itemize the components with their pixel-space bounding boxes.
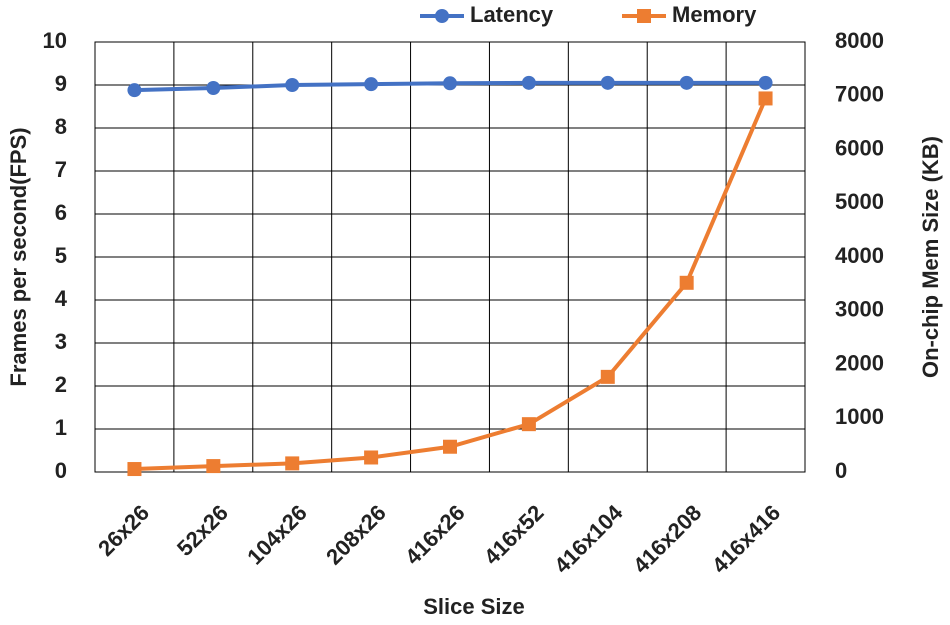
- y-tick-label: 8: [55, 114, 67, 139]
- y-tick-label: 9: [55, 71, 67, 96]
- data-point: [364, 450, 379, 465]
- y-tick-label: 0: [55, 458, 67, 483]
- x-tick-label: 208x26: [321, 500, 391, 570]
- y-axis-title: Frames per second(FPS): [6, 127, 31, 386]
- y-tick-label: 10: [43, 28, 67, 53]
- y2-tick-label: 4000: [835, 243, 884, 268]
- x-tick-label: 26x26: [93, 500, 154, 561]
- x-tick-label: 52x26: [172, 500, 233, 561]
- data-point: [364, 77, 379, 92]
- y2-tick-label: 2000: [835, 350, 884, 375]
- data-point: [127, 83, 142, 98]
- data-point: [600, 75, 615, 90]
- data-point: [206, 459, 221, 474]
- y-tick-label: 2: [55, 372, 67, 397]
- y2-tick-label: 8000: [835, 28, 884, 53]
- y-tick-label: 6: [55, 200, 67, 225]
- series-line: [134, 97, 768, 472]
- data-point: [127, 462, 142, 477]
- y-tick-label: 4: [55, 286, 68, 311]
- data-point: [443, 439, 457, 454]
- x-axis-title: Slice Size: [423, 594, 525, 619]
- data-point: [758, 91, 773, 106]
- legend-marker: [637, 9, 651, 23]
- data-point: [600, 369, 615, 384]
- data-point: [679, 275, 694, 290]
- data-point: [206, 81, 221, 96]
- y2-tick-label: 3000: [835, 297, 884, 322]
- y-tick-label: 7: [55, 157, 67, 182]
- data-point: [285, 78, 300, 92]
- y-tick-label: 5: [55, 243, 67, 268]
- y2-axis-title: On-chip Mem Size (KB): [918, 136, 943, 378]
- y2-tick-label: 6000: [835, 135, 884, 160]
- data-point: [285, 456, 300, 471]
- y2-tick-label: 1000: [835, 404, 884, 429]
- y2-tick-label: 7000: [835, 82, 884, 107]
- y2-tick-label: 0: [835, 458, 847, 483]
- x-tick-label: 416x208: [628, 500, 706, 578]
- data-point: [521, 75, 536, 90]
- x-tick-label: 416x26: [400, 500, 470, 570]
- legend-marker: [435, 9, 449, 23]
- data-point: [443, 76, 457, 91]
- x-tick-label: 416x416: [707, 500, 785, 578]
- legend-label: Latency: [470, 2, 554, 27]
- data-point: [758, 75, 773, 90]
- data-point: [679, 75, 694, 90]
- legend-label: Memory: [672, 2, 757, 27]
- x-tick-label: 416x52: [479, 500, 549, 570]
- y-tick-label: 1: [55, 415, 67, 440]
- x-tick-label: 104x26: [242, 500, 312, 570]
- x-tick-label: 416x104: [549, 499, 628, 578]
- y2-tick-label: 5000: [835, 189, 884, 214]
- data-point: [521, 417, 536, 432]
- y-tick-label: 3: [55, 329, 67, 354]
